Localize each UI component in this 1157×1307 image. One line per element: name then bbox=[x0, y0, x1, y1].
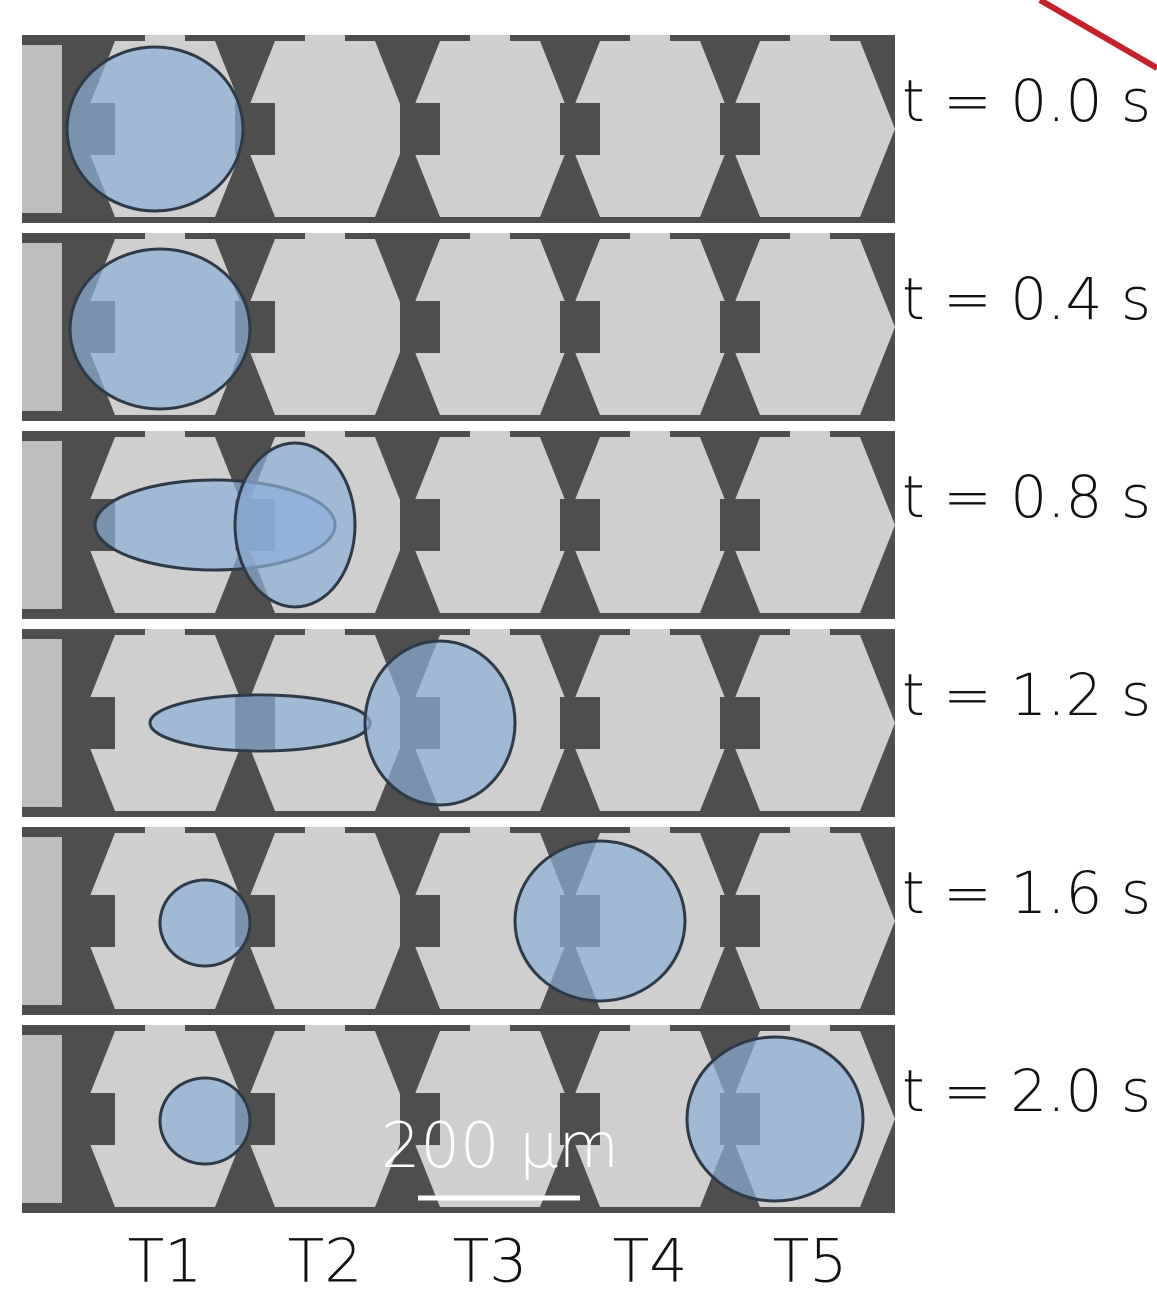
electrode-notch bbox=[560, 301, 600, 353]
electrode-stem bbox=[305, 35, 345, 45]
droplet bbox=[67, 47, 243, 211]
droplet bbox=[365, 641, 515, 805]
electrode-stem bbox=[790, 431, 830, 441]
electrode-notch bbox=[560, 103, 600, 155]
electrode-stem bbox=[470, 1025, 510, 1035]
electrode-stem bbox=[630, 431, 670, 441]
time-label: t = 1.2 s bbox=[902, 661, 1151, 729]
panels: t = 0.0 s t = 0.4 s t = 0.8 s t = 1.2 s t = … bbox=[22, 35, 1151, 1213]
left-leads bbox=[22, 639, 62, 807]
electrode-stem bbox=[145, 629, 185, 639]
electrode-stem bbox=[470, 629, 510, 639]
electrode-stem bbox=[790, 1025, 830, 1035]
electrode-stem bbox=[790, 233, 830, 243]
scale-bar-label: 200 µm bbox=[381, 1109, 619, 1182]
electrode-notch bbox=[560, 499, 600, 551]
electrode-notch bbox=[75, 1093, 115, 1145]
electrode-stem bbox=[630, 35, 670, 45]
droplet bbox=[515, 841, 685, 1001]
droplet bbox=[70, 249, 250, 409]
left-leads bbox=[22, 243, 62, 411]
electrode-notch bbox=[720, 301, 760, 353]
electrode-stem bbox=[630, 233, 670, 243]
electrode-label: T1 bbox=[128, 1227, 203, 1297]
electrode-stem bbox=[790, 35, 830, 45]
time-label: t = 2.0 s bbox=[902, 1057, 1151, 1125]
electrode-label: T3 bbox=[453, 1227, 528, 1297]
electrode-notch bbox=[400, 103, 440, 155]
droplet bbox=[687, 1037, 863, 1201]
electrode-stem bbox=[630, 1025, 670, 1035]
electrode-stem bbox=[790, 629, 830, 639]
electrode-stem bbox=[470, 35, 510, 45]
time-label: t = 0.0 s bbox=[902, 67, 1151, 135]
time-label: t = 0.4 s bbox=[902, 265, 1151, 333]
electrode-label: T5 bbox=[773, 1227, 848, 1297]
electrode-stem bbox=[305, 629, 345, 639]
droplet bbox=[160, 880, 250, 966]
droplet bbox=[150, 695, 370, 751]
figure: t = 0.0 s t = 0.4 s t = 0.8 s t = 1.2 s t = … bbox=[0, 0, 1157, 1307]
corner-line bbox=[1040, 0, 1157, 68]
time-label: t = 1.6 s bbox=[902, 859, 1151, 927]
electrode-stem bbox=[145, 35, 185, 45]
left-leads bbox=[22, 1035, 62, 1203]
electrode-label: T2 bbox=[288, 1227, 363, 1297]
electrode-stem bbox=[305, 431, 345, 441]
left-leads bbox=[22, 837, 62, 1005]
electrode-notch bbox=[720, 499, 760, 551]
electrode-stem bbox=[145, 431, 185, 441]
electrode-notch bbox=[560, 697, 600, 749]
electrode-label: T4 bbox=[613, 1227, 688, 1297]
electrode-notch bbox=[75, 697, 115, 749]
electrode-stem bbox=[470, 233, 510, 243]
electrode-stem bbox=[630, 629, 670, 639]
electrode-stem bbox=[305, 1025, 345, 1035]
electrode-notch bbox=[720, 697, 760, 749]
electrode-stem bbox=[790, 827, 830, 837]
left-leads bbox=[22, 441, 62, 609]
droplet bbox=[235, 443, 355, 607]
electrode-stem bbox=[630, 827, 670, 837]
electrode-notch bbox=[75, 895, 115, 947]
electrode-notch bbox=[720, 103, 760, 155]
electrode-stem bbox=[145, 827, 185, 837]
droplet bbox=[160, 1078, 250, 1164]
left-leads bbox=[22, 45, 62, 213]
electrode-notch bbox=[400, 895, 440, 947]
electrode-stem bbox=[470, 827, 510, 837]
electrode-stem bbox=[145, 233, 185, 243]
time-label: t = 0.8 s bbox=[902, 463, 1151, 531]
electrode-stem bbox=[470, 431, 510, 441]
electrode-notch bbox=[400, 499, 440, 551]
electrode-notch bbox=[400, 301, 440, 353]
electrode-stem bbox=[305, 827, 345, 837]
electrode-stem bbox=[145, 1025, 185, 1035]
electrode-stem bbox=[305, 233, 345, 243]
electrode-notch bbox=[720, 895, 760, 947]
